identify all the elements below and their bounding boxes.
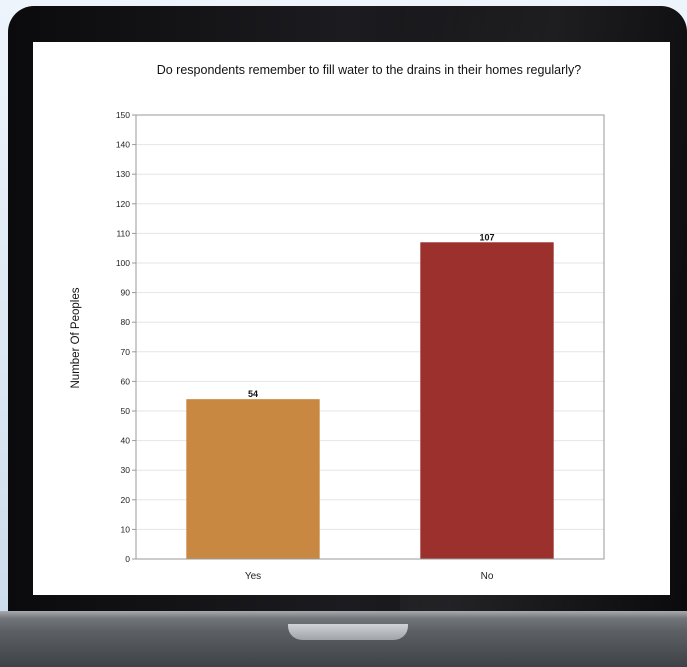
y-tick-label: 0 bbox=[125, 554, 130, 564]
y-tick-label: 70 bbox=[121, 347, 131, 357]
x-axis-categories: Yes No bbox=[245, 571, 494, 582]
y-tick-label: 60 bbox=[121, 376, 131, 386]
y-tick-label: 130 bbox=[116, 169, 130, 179]
laptop-base-lip bbox=[0, 611, 687, 619]
chart-title: Do respondents remember to fill water to… bbox=[157, 63, 582, 77]
x-tick-label-no: No bbox=[481, 571, 494, 582]
y-axis-title: Number Of Peoples bbox=[70, 287, 82, 388]
x-tick-label-yes: Yes bbox=[245, 571, 261, 582]
data-label-yes: 54 bbox=[248, 389, 258, 399]
y-tick-label: 50 bbox=[121, 406, 131, 416]
bar-yes bbox=[186, 399, 320, 559]
bar-no bbox=[420, 242, 554, 559]
plot-area-frame bbox=[135, 114, 605, 560]
y-tick-label: 120 bbox=[116, 199, 130, 209]
y-tick-label: 110 bbox=[116, 228, 130, 238]
data-labels: 54 107 bbox=[248, 232, 495, 399]
y-tick-label: 30 bbox=[121, 465, 131, 475]
laptop-screen bbox=[33, 42, 670, 595]
y-tick-label: 40 bbox=[121, 436, 131, 446]
y-tick-label: 10 bbox=[121, 524, 131, 534]
laptop-hinge-notch bbox=[288, 624, 408, 640]
data-label-no: 107 bbox=[479, 232, 494, 242]
y-axis-ticks: 0 10 20 30 40 50 60 70 80 90 100 110 120 130 140 150 bbox=[116, 110, 136, 564]
y-tick-label: 100 bbox=[116, 258, 130, 268]
y-tick-label: 140 bbox=[116, 140, 130, 150]
bars bbox=[186, 242, 554, 559]
y-tick-label: 20 bbox=[121, 495, 131, 505]
y-tick-label: 150 bbox=[116, 110, 130, 120]
y-tick-label: 90 bbox=[121, 288, 131, 298]
y-tick-label: 80 bbox=[121, 317, 131, 327]
